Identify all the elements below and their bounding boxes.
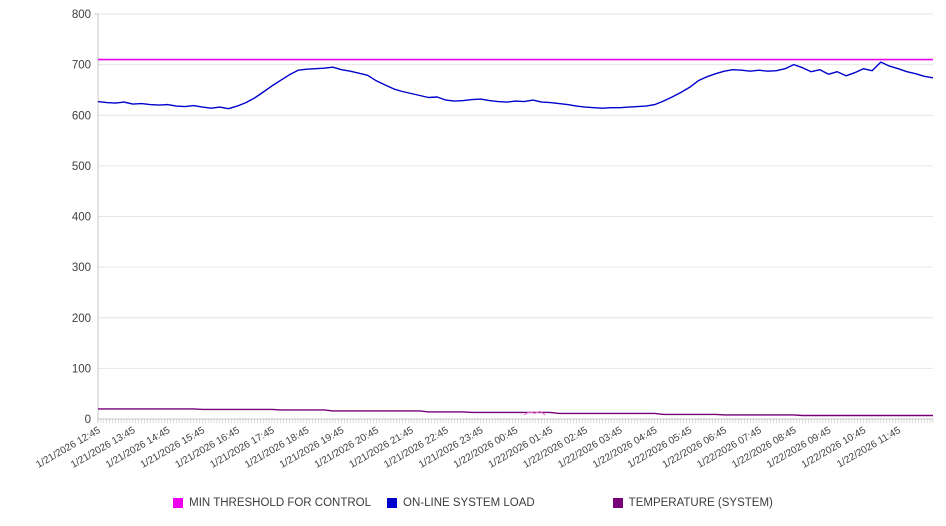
y-axis-label: 300 [72,262,91,274]
legend-item-min-threshold: MIN THRESHOLD FOR CONTROL [173,497,371,509]
y-axis-label: 600 [72,110,91,122]
legend-swatch-temperature-icon [612,498,623,508]
legend: MIN THRESHOLD FOR CONTROL ON-LINE SYSTEM… [0,497,946,509]
y-axis-label: 200 [72,313,91,325]
threshold-blip-line [523,410,546,416]
legend-label-online-system-load: ON-LINE SYSTEM LOAD [403,497,535,509]
y-axis-label: 700 [72,60,91,72]
series-line-temperature-system- [98,408,933,417]
legend-label-temperature: TEMPERATURE (SYSTEM) [628,497,773,509]
legend-swatch-min-threshold-icon [173,498,184,508]
y-axis-label: 500 [72,161,91,173]
legend-item-online-system-load: ON-LINE SYSTEM LOAD [387,497,535,509]
legend-label-min-threshold: MIN THRESHOLD FOR CONTROL [189,497,372,509]
legend-swatch-online-system-load-icon [387,498,398,508]
y-axis-label: 800 [72,9,91,21]
y-axis-label: 400 [72,212,91,224]
y-axis-label: 0 [85,414,91,426]
x-axis-label: 1/22/2026 11:45 [835,425,903,471]
y-axis-label: 100 [72,363,91,375]
series-line-on-line-system-load [97,61,934,110]
legend-item-temperature: TEMPERATURE (SYSTEM) [612,497,773,509]
